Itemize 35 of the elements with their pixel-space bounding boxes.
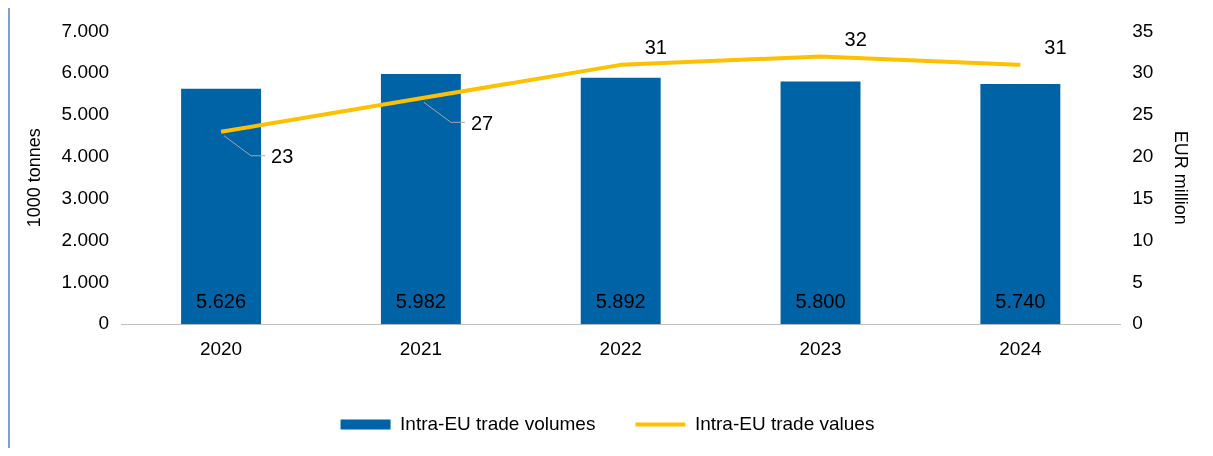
data-label: 31: [1044, 36, 1067, 59]
data-label: 31: [644, 36, 667, 59]
y-axis-title: 1000 tonnes: [23, 128, 44, 228]
data-label: 23: [271, 145, 294, 168]
legend-label: Intra-EU trade volumes: [400, 412, 596, 434]
y-tick-label: 6.000: [61, 61, 110, 83]
y-tick-label: 7.000: [61, 19, 110, 41]
y2-tick-label: 30: [1132, 61, 1154, 83]
data-label: 32: [844, 28, 867, 51]
y-tick-label: 4.000: [61, 145, 110, 167]
y2-tick-label: 10: [1132, 228, 1154, 250]
y-tick-label: 3.000: [61, 186, 110, 208]
x-tick-label: 2022: [599, 337, 642, 359]
y-tick-label: 1.000: [61, 270, 110, 292]
y-tick-label: 5.000: [61, 103, 110, 125]
y2-axis-title: EUR million: [1171, 130, 1192, 225]
data-label: 5.892: [595, 289, 646, 312]
x-tick-label: 2023: [799, 337, 842, 359]
y-tick-label: 2.000: [61, 228, 110, 250]
data-label: 5.626: [196, 289, 247, 312]
x-tick-label: 2020: [199, 337, 243, 359]
x-tick-label: 2021: [399, 337, 443, 359]
y2-tick-label: 20: [1132, 145, 1154, 167]
y2-tick-label: 15: [1132, 186, 1154, 208]
data-label: 5.982: [395, 289, 446, 312]
y2-tick-label: 25: [1132, 103, 1154, 125]
data-label: 5.740: [995, 289, 1046, 312]
x-tick-label: 2024: [999, 337, 1042, 359]
data-label: 5.800: [795, 289, 846, 312]
data-label: 27: [470, 111, 494, 134]
y2-tick-label: 35: [1132, 19, 1154, 41]
y-tick-label: 0: [98, 312, 110, 334]
y2-tick-label: 0: [1132, 312, 1143, 334]
legend-label: Intra-EU trade values: [694, 412, 875, 434]
y2-tick-label: 5: [1132, 270, 1143, 292]
